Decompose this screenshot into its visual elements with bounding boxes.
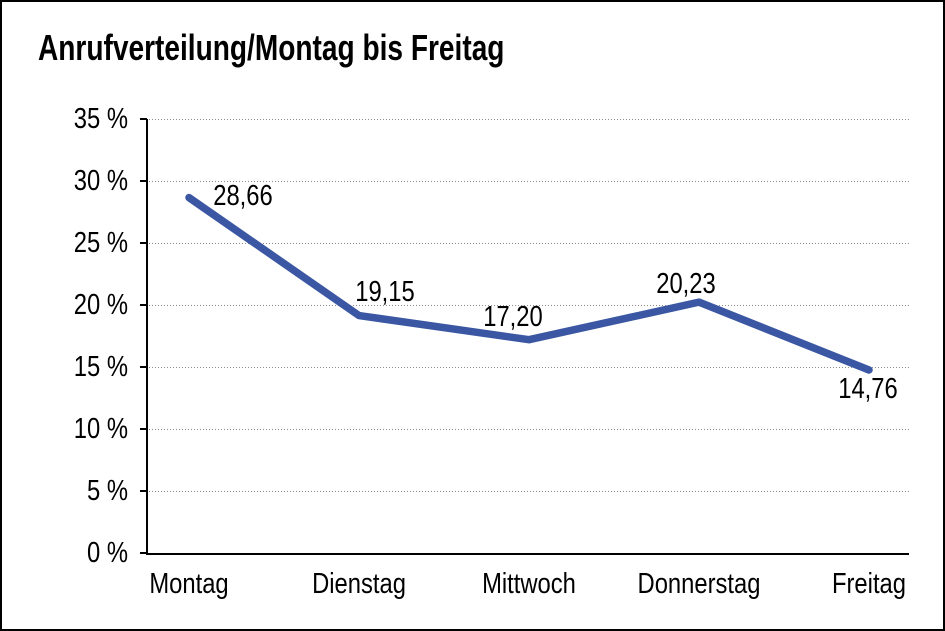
value-label-donnerstag: 20,23 (656, 268, 716, 301)
x-category-label-mittwoch: Mittwoch (482, 568, 576, 600)
y-tick-35pct (140, 118, 147, 120)
gridline-10pct (146, 428, 909, 430)
y-axis-line (146, 119, 148, 555)
value-label-freitag: 14,76 (838, 372, 898, 405)
gridline-35pct (146, 118, 909, 120)
value-label-montag: 28,66 (213, 179, 273, 212)
x-category-label-dienstag: Dienstag (312, 568, 406, 600)
y-tick-label-30pct: 30 % (73, 165, 128, 197)
x-category-label-donnerstag: Donnerstag (637, 568, 761, 600)
y-tick-20pct (140, 304, 147, 306)
y-tick-label-5pct: 5 % (87, 475, 128, 507)
y-tick-5pct (140, 490, 147, 492)
y-tick-25pct (140, 242, 147, 244)
y-tick-label-20pct: 20 % (73, 289, 128, 321)
value-label-mittwoch: 17,20 (483, 300, 543, 333)
y-tick-15pct (140, 366, 147, 368)
x-axis-line (146, 553, 909, 555)
y-tick-label-0pct: 0 % (87, 537, 128, 569)
gridline-20pct (146, 304, 909, 306)
chart-title: Anrufverteilung/Montag bis Freitag (38, 27, 505, 68)
x-category-label-montag: Montag (149, 568, 229, 600)
y-tick-10pct (140, 428, 147, 430)
y-tick-0pct (140, 552, 147, 554)
y-tick-30pct (140, 180, 147, 182)
gridline-5pct (146, 490, 909, 492)
series-anrufverteilung-line (185, 193, 873, 374)
y-tick-label-35pct: 35 % (73, 103, 128, 135)
value-label-dienstag: 19,15 (355, 275, 415, 308)
y-tick-label-15pct: 15 % (73, 351, 128, 383)
gridline-30pct (146, 180, 909, 182)
gridline-25pct (146, 242, 909, 244)
x-category-label-freitag: Freitag (831, 568, 907, 600)
y-tick-label-25pct: 25 % (73, 227, 128, 259)
y-tick-label-10pct: 10 % (73, 413, 128, 445)
gridline-15pct (146, 366, 909, 368)
